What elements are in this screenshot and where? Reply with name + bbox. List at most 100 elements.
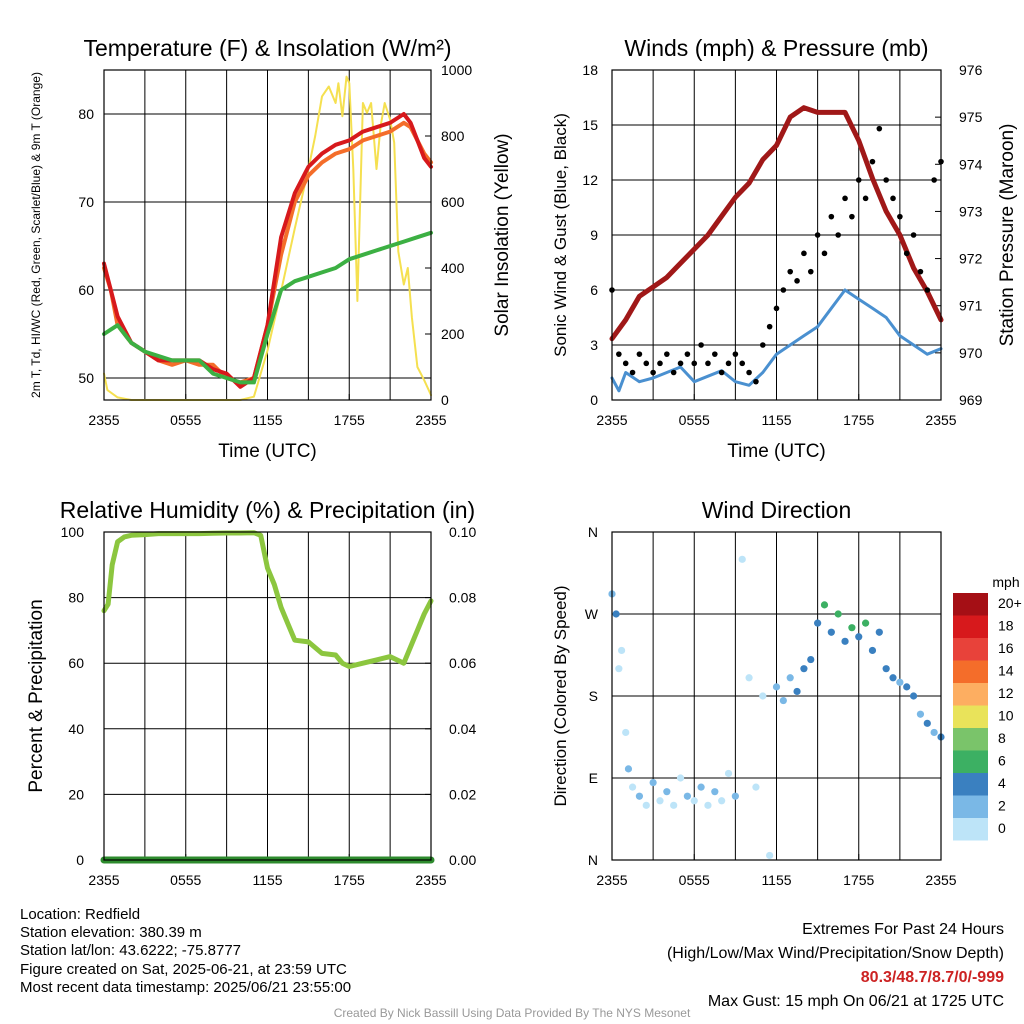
winddir-point <box>862 619 870 627</box>
winddir-point <box>622 728 630 737</box>
winddir-point <box>731 792 739 800</box>
temp-series-2m-t <box>102 112 433 389</box>
winddir-point <box>628 783 637 791</box>
wind-gust-point <box>650 369 656 376</box>
legend-label: 0 <box>998 820 1006 836</box>
winddir-point <box>690 797 698 805</box>
legend-label: 4 <box>998 775 1006 791</box>
wind-xtick-label: 1155 <box>761 412 791 428</box>
legend-swatch <box>953 615 988 638</box>
wind-gust-point <box>684 351 691 357</box>
legend-label: 20+ <box>998 595 1022 611</box>
wind-gust-point <box>718 369 725 376</box>
winddir-point <box>868 646 877 655</box>
wind-gust-point <box>890 195 896 202</box>
wind-gust-point <box>616 351 622 357</box>
temp-xtick-label: 2355 <box>88 412 119 428</box>
winddir-point <box>841 637 849 645</box>
winddir-frame <box>611 531 942 861</box>
winddir-point <box>896 678 904 686</box>
rh-y2tick-label: 0.06 <box>449 655 476 671</box>
wind-gust-point <box>910 232 917 238</box>
winddir-xtick-label: 1755 <box>843 872 874 888</box>
wind-gust-point <box>917 268 924 275</box>
winddir-xtick-label: 2355 <box>925 872 956 888</box>
temp-frame <box>103 69 432 401</box>
wind-xtick-label: 0555 <box>679 412 710 428</box>
wind-y2tick-label: 969 <box>959 392 983 408</box>
extremes-subtitle: (High/Low/Max Wind/Precipitation/Snow De… <box>666 945 1004 962</box>
winddir-point <box>676 774 685 782</box>
wind-gust-point <box>801 250 807 257</box>
rh-series-rh <box>101 530 434 669</box>
winddir-point <box>779 696 787 705</box>
winddir-point <box>624 765 633 773</box>
wind-gust-point <box>759 342 766 348</box>
rh-xtick-label: 0555 <box>170 872 201 888</box>
wind-ytick-label: 9 <box>590 227 598 243</box>
wind-gust-point <box>643 360 650 367</box>
legend-swatch <box>953 818 988 841</box>
winddir-point <box>875 628 883 636</box>
extremes-values: 80.3/48.7/8.7/0/-999 <box>860 969 1004 986</box>
winddir-point <box>820 601 829 609</box>
rh-xtick-label: 1755 <box>334 872 365 888</box>
temp-xtick-label: 1755 <box>334 412 365 428</box>
winddir-point <box>615 665 623 673</box>
wind-gust-point <box>773 305 780 312</box>
winddir-point <box>711 788 719 796</box>
winddir-point <box>772 683 781 691</box>
winddir-point <box>903 683 911 691</box>
max-gust-text: Max Gust: 15 mph On 06/21 at 1725 UTC <box>707 993 1004 1010</box>
extremes-title: Extremes For Past 24 Hours <box>802 921 1004 938</box>
wind-y2tick-label: 974 <box>959 156 983 172</box>
wind-gust-point <box>766 323 773 330</box>
temp-ytick-label: 70 <box>78 194 94 210</box>
wind-gust-point <box>753 378 759 385</box>
wind-gust-point <box>897 213 903 220</box>
wind-gust-point <box>814 232 821 238</box>
legend-swatch <box>953 728 988 751</box>
rh-y2tick-label: 0.00 <box>449 852 476 868</box>
winddir-xtick-label: 0555 <box>679 872 710 888</box>
wind-ytick-label: 15 <box>582 117 598 133</box>
wind-gust-point <box>780 287 787 293</box>
wind-xtick-label: 2355 <box>596 412 627 428</box>
rh-y2tick-label: 0.10 <box>449 524 476 540</box>
wind-gust-point <box>739 360 746 367</box>
wind-gust-point <box>705 360 711 367</box>
temp-y2tick-label: 200 <box>441 326 465 342</box>
winddir-point <box>882 665 890 673</box>
wind-gust-point <box>698 342 704 348</box>
winddir-point <box>766 851 774 860</box>
credit-text: Created By Nick Bassill Using Data Provi… <box>333 1006 691 1020</box>
winddir-point <box>923 719 931 727</box>
winddir-point <box>889 674 897 682</box>
rh-ytick-label: 100 <box>61 524 85 540</box>
temp-ytick-label: 50 <box>78 370 94 386</box>
rh-xtick-label: 2355 <box>415 872 446 888</box>
legend-label: 18 <box>998 618 1014 634</box>
legend-swatch <box>953 683 988 706</box>
legend-label: 6 <box>998 753 1006 769</box>
winddir-point <box>656 797 664 805</box>
temp-ylabel: 2m T, Td, HI/WC (Red, Green, Scarlet/Blu… <box>29 72 43 398</box>
rh-xtick-label: 2355 <box>88 872 119 888</box>
winddir-ytick-label: E <box>589 770 598 786</box>
rh-y2tick-label: 0.04 <box>449 721 476 737</box>
temp-y2tick-label: 400 <box>441 260 465 276</box>
wind-y2tick-label: 976 <box>959 62 983 78</box>
winddir-point <box>759 692 767 700</box>
wind-y2label: Station Pressure (Maroon) <box>997 124 1018 347</box>
wind-gust-point <box>903 250 910 257</box>
winddir-point <box>649 778 657 787</box>
wind-gust-point <box>622 360 629 367</box>
wind-ytick-label: 18 <box>582 62 598 78</box>
rh-ytick-label: 0 <box>76 852 84 868</box>
wind-gust-point <box>835 232 841 238</box>
rh-frame <box>103 531 432 861</box>
winddir-point <box>642 801 650 809</box>
temp-y2tick-label: 800 <box>441 128 465 144</box>
wind-gust-point <box>787 268 794 275</box>
